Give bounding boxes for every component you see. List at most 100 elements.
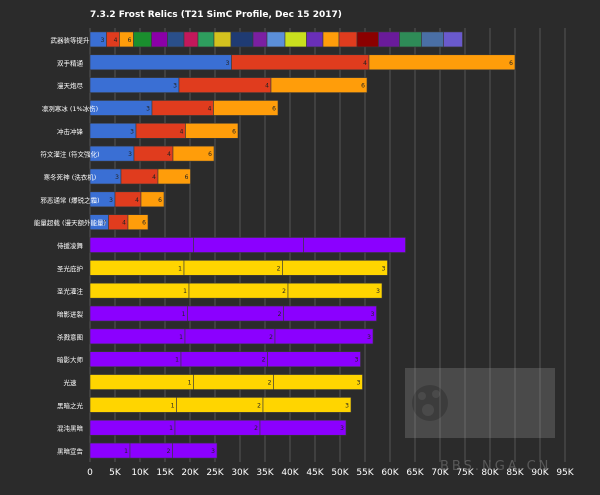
segment-rank-label: 6 [272,105,276,112]
y-category-label: 能量超载 (漫天额外能量) [34,218,106,227]
bars-layer: 3 4 6 3 4 6 3 4 6 3 4 6 3 4 6 3 4 6 3 4 6 3 4 6 3 4 6 1 2 3 1 2 3 1 2 3 1 2 3 1… [89,31,516,459]
segment-rank-label: 4 [135,197,139,204]
nga-logo-icon [405,368,555,438]
segment-rank-label: 6 [361,83,365,90]
segment-rank-label: 6 [185,174,189,181]
x-tick-label: 85K [506,468,524,478]
bar-segment [252,31,268,48]
x-tick-label: 50K [331,468,349,478]
y-category-label: 圣光庇护 [57,264,83,273]
bar-segment [183,31,199,48]
x-tick-label: 10K [131,468,149,478]
x-tick-label: 0 [87,468,93,478]
segment-rank-label: 2 [254,425,258,432]
segment-rank-label: 3 [357,380,361,387]
y-category-label: 寒冬死神 (洗衣机) [44,172,97,181]
bar-segment [89,351,182,368]
bar-segment [197,31,215,48]
segment-rank-label: 1 [178,265,182,272]
bar-segment [230,31,254,48]
segment-rank-label: 3 [382,265,386,272]
bar-segment [283,305,377,322]
bar-segment [378,31,400,48]
bar-segment [89,305,188,322]
bar-segment [262,397,352,413]
segment-rank-label: 6 [208,151,212,158]
x-tick-label: 20K [181,468,199,478]
bar-segment [172,442,218,459]
y-category-label: 双手精通 [57,58,84,67]
segment-rank-label: 1 [188,380,192,387]
x-tick-label: 45K [306,468,324,478]
y-category-label: 邪恶通常 (爆锐之霜) [40,195,99,204]
bar-segment [183,260,283,276]
bar-segment [356,31,379,48]
bar-segment [338,31,358,48]
y-category-label: 暗影迸裂 [57,310,84,319]
segment-rank-label: 3 [128,151,132,158]
segment-rank-label: 4 [265,83,269,90]
segment-rank-label: 3 [211,448,215,455]
bar-segment [266,31,286,48]
bar-segment [178,77,272,93]
segment-rank-label: 2 [282,288,286,295]
segment-rank-label: 3 [367,334,371,341]
segment-rank-label: 3 [345,402,349,409]
bar-segment [140,191,165,208]
x-tick-label: 80K [481,468,499,478]
segment-rank-label: 4 [152,174,156,181]
x-tick-label: 55K [356,468,374,478]
y-category-label: 圣光灌注 [57,287,84,296]
chart-title: 7.3.2 Frost Relics (T21 SimC Profile, De… [90,10,342,20]
bar-segment [174,419,261,436]
x-tick-label: 70K [431,468,449,478]
bar-segment [184,328,276,345]
segment-rank-label: 2 [277,265,281,272]
bar-segment [303,237,406,253]
bar-segment [176,397,264,413]
segment-rank-label: 1 [182,311,186,318]
bar-segment [273,374,363,390]
bar-segment [306,31,324,48]
bar-segment [89,328,186,345]
bar-segment [89,397,177,413]
segment-rank-label: 2 [278,311,282,318]
y-category-label: 冲击冲锋 [57,127,84,136]
y-category-label: 符文灌注 (符文强化) [40,150,99,159]
y-category-label: 黑暗之光 [57,401,84,410]
segment-rank-label: 6 [142,220,146,227]
bar-segment [193,374,274,390]
bar-segment [231,54,370,71]
bar-segment [89,374,194,390]
bar-segment [167,31,185,48]
bar-segment [133,31,152,48]
segment-rank-label: 3 [376,288,380,295]
bar-segment [187,305,284,322]
bar-segment [89,122,137,139]
bar-segment [157,168,191,185]
segment-rank-label: 2 [262,357,266,364]
x-tick-label: 95K [556,468,574,478]
y-category-label: 混沌黑暗 [57,424,84,433]
segment-rank-label: 2 [269,334,273,341]
y-category-label: 光速 [64,378,78,387]
bar-segment [213,31,232,48]
watermark: BBS.NGA.CN [405,368,555,474]
bar-segment [259,419,347,436]
bar-segment [421,31,444,48]
bar-segment [284,31,307,48]
bar-segment [180,351,268,368]
x-tick-label: 40K [281,468,299,478]
x-tick-label: 35K [256,468,274,478]
x-tick-label: 25K [206,468,224,478]
segment-rank-label: 6 [509,60,513,67]
bar-segment [368,54,516,71]
segment-rank-label: 4 [180,128,184,135]
bar-segment [89,100,153,116]
y-category-label: 漫天炮尽 [57,81,84,90]
bar-segment [151,100,214,116]
bar-segment [399,31,422,48]
segment-rank-label: 4 [114,37,118,44]
